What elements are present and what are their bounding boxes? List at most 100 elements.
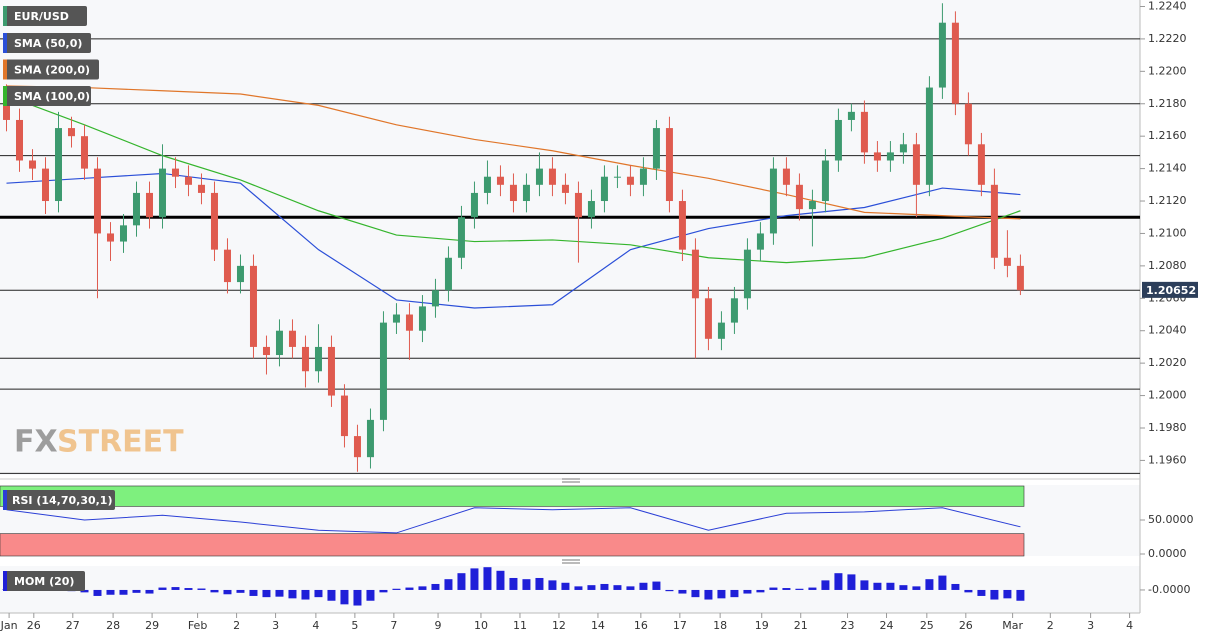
rsi-line bbox=[6, 507, 1021, 534]
mom-bar bbox=[587, 585, 596, 590]
x-tick-label: 21 bbox=[794, 619, 808, 632]
candle-body bbox=[28, 160, 36, 169]
mom-bar bbox=[613, 585, 622, 590]
legend-box bbox=[3, 86, 91, 106]
mom-bar bbox=[808, 587, 817, 590]
y-tick-label: 1.2220 bbox=[1148, 32, 1187, 45]
mom-bar bbox=[1016, 589, 1025, 601]
candle-body bbox=[366, 419, 374, 458]
mom-bar bbox=[1003, 589, 1012, 599]
mom-bar bbox=[119, 589, 128, 595]
mom-bar bbox=[600, 583, 609, 590]
legend-box bbox=[3, 33, 91, 53]
x-tick-label: 23 bbox=[841, 619, 855, 632]
y-tick-label: -0.0000 bbox=[1148, 583, 1190, 596]
last-price-label: 1.20652 bbox=[1146, 284, 1196, 297]
legend-swatch bbox=[3, 6, 7, 26]
legend-swatch bbox=[3, 59, 7, 80]
mom-bar bbox=[535, 577, 544, 590]
legend-swatch bbox=[3, 490, 7, 510]
candle-body bbox=[691, 249, 699, 299]
last-price-box bbox=[1142, 281, 1198, 298]
x-tick-label: 17 bbox=[673, 619, 687, 632]
x-tick-label: 3 bbox=[1087, 619, 1094, 632]
candle-body bbox=[379, 322, 387, 420]
x-tick-label: Feb bbox=[188, 619, 207, 632]
y-tick-label: 1.2240 bbox=[1148, 0, 1187, 12]
mom-bar bbox=[379, 589, 388, 593]
x-tick-label: 18 bbox=[713, 619, 727, 632]
candle-body bbox=[847, 111, 855, 120]
candle-body bbox=[964, 103, 972, 145]
y-tick-label: 0.0000 bbox=[1148, 547, 1187, 560]
y-tick-label: 1.2180 bbox=[1148, 97, 1187, 110]
watermark-text: STREET bbox=[57, 425, 184, 460]
mom-bar bbox=[93, 589, 102, 596]
candle-body bbox=[925, 87, 933, 185]
mom-bar bbox=[795, 588, 804, 590]
mom-bar bbox=[951, 583, 960, 590]
mom-bar bbox=[899, 585, 908, 590]
legend-swatch bbox=[3, 86, 7, 106]
legend-swatch bbox=[3, 33, 7, 53]
y-tick-label: 1.1980 bbox=[1148, 421, 1187, 434]
mom-bar bbox=[769, 587, 778, 590]
mom-bar bbox=[392, 588, 401, 590]
candle-body bbox=[210, 192, 218, 250]
candle-body bbox=[535, 168, 543, 185]
x-tick-label: 3 bbox=[272, 619, 279, 632]
candle-body bbox=[223, 249, 231, 283]
main-plot-bg bbox=[0, 0, 1140, 475]
candle-body bbox=[288, 330, 296, 347]
candle-body bbox=[743, 249, 751, 299]
mom-bar bbox=[717, 589, 726, 599]
mom-bar bbox=[743, 589, 752, 594]
mom-bar bbox=[847, 574, 856, 590]
candle-body bbox=[444, 257, 452, 291]
candle-body bbox=[275, 330, 283, 356]
mom-bar bbox=[860, 580, 869, 590]
candle-body bbox=[483, 176, 491, 193]
x-tick-label: 7 bbox=[390, 619, 397, 632]
candle-body bbox=[574, 192, 582, 218]
x-tick-label: 24 bbox=[880, 619, 894, 632]
candle-body bbox=[561, 184, 569, 193]
x-tick-label: Mar bbox=[1002, 619, 1023, 632]
mom-bar bbox=[353, 589, 362, 606]
legend-label: SMA (100,0) bbox=[14, 90, 90, 103]
legend-box bbox=[3, 6, 87, 26]
mom-bar bbox=[106, 589, 115, 595]
x-tick-label: 14 bbox=[591, 619, 605, 632]
x-tick-label: 27 bbox=[66, 619, 80, 632]
y-tick-label: 1.2100 bbox=[1148, 226, 1187, 239]
candle-body bbox=[808, 201, 816, 210]
x-tick-label: 4 bbox=[312, 619, 319, 632]
candle-body bbox=[912, 144, 920, 185]
x-tick-label: 5 bbox=[351, 619, 358, 632]
x-tick-label: 2 bbox=[233, 619, 240, 632]
candle-body bbox=[2, 95, 10, 120]
candle-body bbox=[587, 201, 595, 218]
mom-bar bbox=[756, 589, 765, 593]
sma-line bbox=[6, 85, 1021, 220]
mom-bar bbox=[496, 570, 505, 590]
mom-bar bbox=[483, 567, 492, 590]
candle-body bbox=[119, 225, 127, 242]
x-tick-label: 19 bbox=[755, 619, 769, 632]
watermark: FX STREET bbox=[14, 425, 184, 460]
mom-bar bbox=[236, 589, 245, 593]
candle-body bbox=[353, 436, 361, 458]
candle-body bbox=[15, 119, 23, 161]
candle-body bbox=[769, 168, 777, 234]
candle-body bbox=[626, 176, 634, 185]
mom-bar bbox=[691, 589, 700, 598]
x-tick-label: 29 bbox=[145, 619, 159, 632]
mom-bar bbox=[964, 589, 973, 593]
legend-box bbox=[3, 490, 115, 510]
y-tick-label: 1.2040 bbox=[1148, 324, 1187, 337]
x-tick-label: 26 bbox=[959, 619, 973, 632]
x-tick-label: 16 bbox=[634, 619, 648, 632]
candle-body bbox=[132, 192, 140, 226]
mom-bar bbox=[223, 589, 232, 595]
mom-bar bbox=[561, 582, 570, 590]
